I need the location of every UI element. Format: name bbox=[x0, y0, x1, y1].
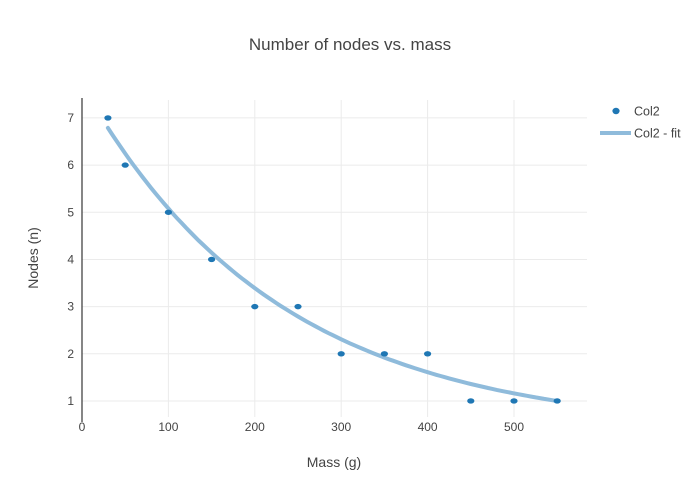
legend-label: Col2 bbox=[634, 105, 660, 119]
legend-item-Col2 - fit[interactable]: Col2 - fit bbox=[600, 127, 681, 141]
legend: Col2 Col2 - fit bbox=[600, 105, 681, 141]
y-tick-label-1: 1 bbox=[67, 394, 74, 408]
y-tick-label-7: 7 bbox=[67, 111, 74, 125]
y-tick-label-5: 5 bbox=[67, 205, 74, 219]
x-tick-label-200: 200 bbox=[245, 420, 265, 434]
data-point-30-7 bbox=[104, 115, 112, 121]
data-series bbox=[104, 115, 561, 404]
data-point-50-6 bbox=[121, 162, 129, 168]
x-tick-label-300: 300 bbox=[331, 420, 351, 434]
y-axis-title: Nodes (n) bbox=[25, 227, 41, 288]
x-axis-title: Mass (g) bbox=[307, 454, 361, 470]
fit-line bbox=[105, 125, 560, 403]
data-point-200-3 bbox=[251, 303, 259, 310]
data-point-550-1 bbox=[553, 398, 561, 404]
data-point-500-1 bbox=[510, 398, 518, 404]
x-tick-label-400: 400 bbox=[418, 420, 438, 434]
data-point-350-2 bbox=[380, 351, 388, 357]
data-point-450-1 bbox=[467, 398, 475, 404]
x-tick-label-500: 500 bbox=[504, 420, 524, 434]
gridlines bbox=[82, 100, 587, 417]
legend-marker-dot bbox=[612, 107, 620, 115]
plot-area[interactable] bbox=[82, 100, 587, 417]
data-point-100-5 bbox=[164, 209, 172, 215]
y-tick-label-2: 2 bbox=[67, 347, 74, 361]
data-point-300-2 bbox=[337, 351, 345, 357]
data-point-150-4 bbox=[207, 256, 216, 263]
y-tick-label-6: 6 bbox=[67, 158, 74, 172]
legend-label: Col2 - fit bbox=[634, 127, 681, 141]
data-point-250-3 bbox=[294, 303, 302, 310]
data-point-400-2 bbox=[423, 351, 432, 357]
y-tick-label-4: 4 bbox=[67, 252, 74, 266]
y-tick-label-3: 3 bbox=[67, 300, 74, 314]
x-tick-label-100: 100 bbox=[158, 420, 178, 434]
tick-labels: 0 100 200 300 400 500 1 2 3 4 5 6 7 bbox=[67, 111, 524, 434]
x-tick-label-0: 0 bbox=[79, 420, 86, 434]
legend-item-Col2[interactable]: Col2 bbox=[612, 105, 660, 119]
chart-title: Number of nodes vs. mass bbox=[249, 35, 451, 54]
